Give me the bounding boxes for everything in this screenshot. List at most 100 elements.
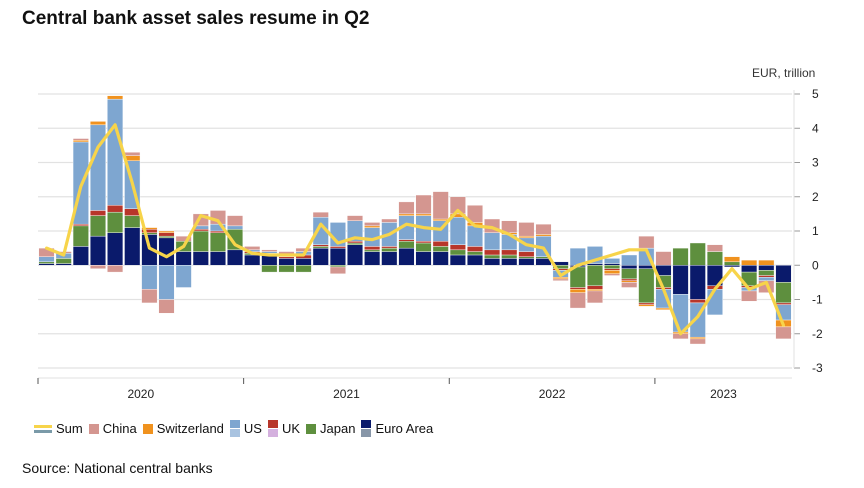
legend-label: Euro Area bbox=[375, 421, 434, 436]
bar-segment-japan bbox=[38, 261, 55, 264]
bar-segment-china bbox=[90, 265, 106, 269]
legend-item-us: US bbox=[229, 420, 262, 437]
bar-segment-china bbox=[107, 265, 124, 273]
y-tick-label: 5 bbox=[812, 87, 819, 101]
bar-segment-uk bbox=[432, 241, 449, 247]
bar-segment-uk bbox=[518, 251, 535, 257]
bar-segment-china bbox=[655, 251, 672, 266]
bar-segment-switzerland bbox=[141, 227, 158, 230]
legend-item-china: China bbox=[88, 421, 137, 436]
bar-segment-euro-area bbox=[295, 258, 312, 266]
bar-segment-china bbox=[381, 218, 398, 223]
sum-line bbox=[44, 123, 786, 336]
bar-segment-uk bbox=[381, 246, 398, 249]
bar-segment-japan bbox=[192, 230, 209, 252]
bar-segment-china bbox=[227, 215, 244, 227]
bar-segment-euro-area bbox=[347, 244, 363, 266]
chart-svg: 5 4 3 2 1 0 -1 -2 -3 2020 2021 2022 2023 bbox=[37, 87, 823, 401]
bar-segment-euro-area bbox=[621, 265, 638, 269]
bar-segment-switzerland bbox=[398, 213, 415, 216]
bar-segment-china bbox=[261, 249, 278, 252]
bar-segment-japan bbox=[158, 235, 175, 239]
bar-segment-euro-area bbox=[672, 265, 689, 295]
bar-segment-euro-area bbox=[518, 258, 535, 266]
bar-segment-us bbox=[107, 98, 124, 206]
bar-segment-uk bbox=[158, 232, 175, 237]
bar-segment-japan bbox=[72, 225, 89, 247]
bar-segment-euro-area bbox=[415, 251, 432, 266]
legend-swatch bbox=[229, 420, 240, 437]
legend-item-uk: UK bbox=[267, 420, 300, 437]
bar-segment-china bbox=[689, 338, 706, 345]
bar-segment-switzerland bbox=[655, 307, 672, 310]
bar-segment-switzerland bbox=[72, 140, 89, 143]
x-tick-label: 2021 bbox=[333, 387, 360, 401]
bar-segment-china bbox=[398, 201, 415, 215]
bar-segment-china bbox=[329, 266, 346, 275]
y-tick-label: 2 bbox=[812, 190, 819, 204]
bar-segment-china bbox=[415, 194, 432, 215]
bar-segment-uk bbox=[449, 244, 466, 251]
legend-label: Japan bbox=[320, 421, 356, 436]
bar-segment-euro-area bbox=[329, 247, 346, 266]
bar-segment-japan bbox=[449, 249, 466, 256]
bar-segment-japan bbox=[586, 265, 603, 286]
bar-segment-china bbox=[706, 244, 723, 252]
bar-segment-us bbox=[604, 258, 621, 264]
x-tick-label: 2023 bbox=[710, 387, 737, 401]
bar-segment-japan bbox=[467, 251, 483, 256]
bar-segment-euro-area bbox=[244, 254, 261, 266]
bar-segment-uk bbox=[329, 246, 346, 249]
bar-segment-uk bbox=[569, 287, 586, 290]
legend: Sum China Switzerland US UK Japan Euro Area bbox=[34, 420, 439, 437]
bar-segment-china bbox=[741, 290, 758, 302]
y-axis-label: EUR, trillion bbox=[752, 66, 816, 80]
legend-swatch bbox=[306, 423, 317, 434]
bar-segment-euro-area bbox=[467, 254, 483, 266]
sum-line-group bbox=[44, 123, 786, 336]
bar-segment-china bbox=[141, 289, 158, 304]
bar-segment-japan bbox=[415, 242, 432, 252]
bar-segment-euro-area bbox=[209, 251, 226, 266]
bar-segment-euro-area bbox=[107, 232, 124, 266]
bar-segment-japan bbox=[124, 215, 141, 228]
bar-segment-japan bbox=[381, 247, 398, 252]
legend-swatch bbox=[361, 420, 372, 437]
bar-segment-switzerland bbox=[518, 235, 535, 239]
bar-segment-japan bbox=[621, 268, 638, 280]
bar-segment-japan bbox=[312, 246, 329, 249]
bar-segment-china bbox=[124, 152, 141, 156]
bar-segment-china bbox=[158, 299, 175, 314]
bar-segment-us bbox=[449, 217, 466, 245]
bar-segment-switzerland bbox=[552, 277, 569, 280]
bar-segment-japan bbox=[432, 246, 449, 252]
bar-segment-uk bbox=[398, 239, 415, 242]
bar-segment-japan bbox=[398, 241, 415, 249]
bar-segment-uk bbox=[689, 299, 706, 304]
bar-segment-switzerland bbox=[741, 259, 758, 266]
bar-segment-euro-area bbox=[38, 263, 55, 266]
bar-segment-japan bbox=[706, 251, 723, 266]
bar-segment-switzerland bbox=[415, 213, 432, 216]
bar-segment-us bbox=[621, 254, 638, 266]
bar-segment-japan bbox=[364, 249, 381, 252]
bar-segment-euro-area bbox=[124, 227, 141, 266]
bar-segment-china bbox=[604, 273, 621, 276]
bar-segment-uk bbox=[107, 205, 124, 213]
bar-segment-switzerland bbox=[432, 218, 449, 221]
bar-segment-japan bbox=[347, 242, 363, 245]
bar-segment-uk bbox=[586, 285, 603, 290]
bar-segment-japan bbox=[638, 268, 655, 304]
bar-segment-euro-area bbox=[484, 258, 501, 266]
axes-group: 5 4 3 2 1 0 -1 -2 -3 2020 2021 2022 2023 bbox=[37, 87, 823, 401]
bar-segment-euro-area bbox=[55, 263, 72, 266]
bar-segment-euro-area bbox=[364, 251, 381, 266]
y-tick-label: 0 bbox=[812, 258, 819, 272]
bar-segment-euro-area bbox=[278, 258, 295, 266]
bar-segment-us bbox=[467, 225, 483, 247]
legend-item-sum: Sum bbox=[34, 421, 83, 436]
bar-segment-japan bbox=[689, 242, 706, 266]
bar-segment-japan bbox=[261, 265, 278, 273]
y-tick-label: -1 bbox=[812, 293, 823, 307]
bar-segment-china bbox=[364, 222, 381, 227]
